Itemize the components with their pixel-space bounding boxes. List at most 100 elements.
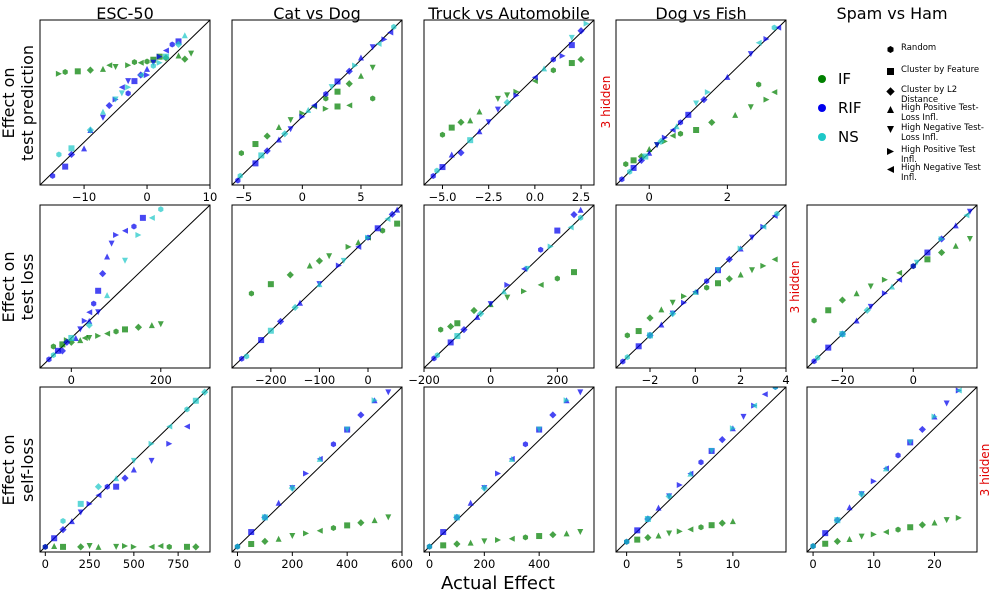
- point-rif: [952, 222, 959, 229]
- point-rif: [59, 526, 67, 534]
- point-ns: [184, 406, 190, 413]
- panel-frame: [423, 386, 595, 553]
- panel-r0-c2: −5.0 −2.5 0.0 2.5: [423, 19, 595, 204]
- point-rif: [239, 355, 245, 362]
- point-if: [966, 235, 973, 242]
- point-if: [687, 526, 694, 533]
- point-rif: [275, 499, 282, 506]
- panel-r2-c0: 0 250 500 750: [39, 386, 211, 571]
- point-ns: [112, 96, 119, 103]
- x-tick-label: 0: [910, 373, 917, 387]
- point-ns: [501, 288, 507, 295]
- point-if: [704, 284, 710, 291]
- point-if: [438, 326, 444, 333]
- point-rif: [513, 92, 520, 99]
- point-if: [122, 326, 128, 333]
- point-rif: [681, 299, 687, 306]
- point-rif: [148, 457, 155, 464]
- point-rif: [62, 163, 69, 170]
- legend-method-label: NS: [838, 128, 859, 146]
- hexagon-icon: [887, 46, 894, 53]
- point-if: [67, 338, 75, 346]
- point-ns: [391, 23, 397, 30]
- panel-r2-c2: 0 200 400: [423, 386, 595, 571]
- point-ns: [737, 245, 744, 252]
- point-rif: [685, 111, 692, 118]
- point-ns: [882, 465, 889, 472]
- panel-r1-c0: 0 200: [39, 204, 211, 387]
- point-if: [924, 256, 931, 263]
- column-title: Dog vs Fish: [655, 4, 747, 23]
- point-ns: [68, 145, 75, 152]
- point-if: [577, 55, 585, 64]
- point-ns: [162, 53, 169, 60]
- x-tick-label: 10: [203, 190, 218, 204]
- point-ns: [454, 333, 461, 340]
- point-rif: [252, 160, 259, 167]
- point-rif: [105, 101, 113, 110]
- point-if: [732, 111, 739, 118]
- point-rif: [67, 150, 76, 159]
- point-if: [316, 527, 323, 534]
- point-rif: [924, 249, 931, 256]
- panel-frame: [806, 386, 978, 553]
- point-if: [125, 62, 132, 69]
- point-rif: [150, 59, 157, 66]
- point-ns: [234, 543, 241, 550]
- point-if: [882, 528, 889, 535]
- point-if: [95, 332, 102, 339]
- point-ns: [113, 475, 120, 482]
- point-rif: [619, 176, 625, 183]
- point-if: [137, 59, 144, 66]
- x-tick-label: 500: [123, 557, 145, 571]
- point-ns: [340, 257, 347, 264]
- point-rif: [303, 470, 310, 477]
- point-if: [77, 337, 84, 344]
- point-if: [931, 519, 938, 526]
- point-rif: [131, 223, 137, 230]
- point-if: [952, 242, 959, 249]
- panel-frame: [39, 19, 211, 186]
- point-rif: [559, 52, 566, 59]
- point-ns: [267, 327, 274, 334]
- point-rif: [299, 113, 306, 120]
- panel-frame: [231, 386, 403, 553]
- panel-frame: [806, 204, 978, 369]
- point-ns: [568, 34, 575, 41]
- panel-r1-c3: −2 0 2 4: [615, 204, 790, 387]
- point-if: [238, 150, 244, 157]
- point-rif: [966, 208, 973, 215]
- point-rif: [387, 29, 394, 36]
- point-if: [771, 256, 778, 263]
- point-rif: [381, 36, 388, 43]
- point-if: [749, 267, 755, 274]
- point-if: [287, 117, 294, 124]
- point-if: [729, 518, 736, 525]
- point-rif: [494, 106, 501, 113]
- point-ns: [913, 259, 920, 266]
- point-if: [439, 131, 446, 138]
- point-ns: [467, 137, 474, 144]
- point-if: [693, 127, 700, 133]
- point-if: [130, 543, 137, 550]
- point-rif: [447, 339, 454, 346]
- point-ns: [624, 354, 630, 361]
- point-rif: [554, 227, 561, 234]
- x-tick-label: −2.5: [475, 190, 503, 204]
- point-if: [655, 532, 662, 539]
- point-if: [144, 58, 150, 65]
- legend-shape-item: High Positive Test-Loss Infl.: [886, 103, 994, 123]
- x-tick-label: 200: [473, 557, 495, 571]
- point-rif: [549, 411, 557, 419]
- point-ns: [237, 172, 243, 179]
- point-ns: [85, 321, 93, 329]
- column-title: Spam vs Ham: [836, 4, 948, 23]
- panel-frame: [615, 386, 787, 553]
- point-rif: [910, 263, 916, 270]
- point-if: [50, 343, 57, 350]
- x-tick-label: 20: [927, 557, 942, 571]
- point-rif: [46, 356, 52, 363]
- point-if: [346, 102, 353, 109]
- point-rif: [724, 73, 731, 80]
- x-tick-label: 600: [391, 557, 413, 571]
